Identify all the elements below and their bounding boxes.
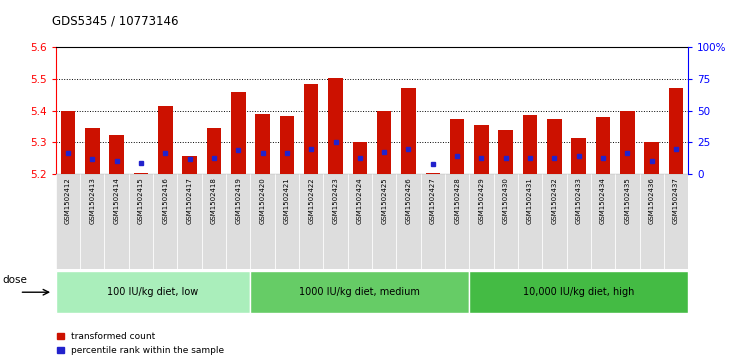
Bar <box>498 130 513 174</box>
Text: GSM1502413: GSM1502413 <box>89 177 95 224</box>
Bar <box>547 119 562 174</box>
FancyBboxPatch shape <box>397 174 420 269</box>
Text: GSM1502429: GSM1502429 <box>478 177 484 224</box>
Bar <box>304 84 318 174</box>
Text: GSM1502430: GSM1502430 <box>503 177 509 224</box>
Bar <box>255 114 270 174</box>
Text: GSM1502418: GSM1502418 <box>211 177 217 224</box>
Text: GSM1502417: GSM1502417 <box>187 177 193 224</box>
Text: GSM1502415: GSM1502415 <box>138 177 144 224</box>
Text: GSM1502426: GSM1502426 <box>405 177 411 224</box>
FancyBboxPatch shape <box>640 174 664 269</box>
FancyBboxPatch shape <box>591 174 615 269</box>
FancyBboxPatch shape <box>129 174 153 269</box>
Bar <box>85 128 100 174</box>
Bar <box>596 117 610 174</box>
Text: GSM1502433: GSM1502433 <box>576 177 582 224</box>
FancyBboxPatch shape <box>251 271 469 313</box>
FancyBboxPatch shape <box>372 174 397 269</box>
Bar <box>158 106 173 174</box>
FancyBboxPatch shape <box>251 174 275 269</box>
Text: dose: dose <box>3 276 28 285</box>
Bar <box>644 142 659 174</box>
FancyBboxPatch shape <box>664 174 688 269</box>
Text: GSM1502436: GSM1502436 <box>649 177 655 224</box>
Text: GSM1502435: GSM1502435 <box>624 177 630 224</box>
Text: 1000 IU/kg diet, medium: 1000 IU/kg diet, medium <box>299 287 420 297</box>
FancyBboxPatch shape <box>469 271 688 313</box>
Bar <box>134 173 148 174</box>
Bar <box>353 142 367 174</box>
Text: GSM1502425: GSM1502425 <box>381 177 387 224</box>
Text: GSM1502432: GSM1502432 <box>551 177 557 224</box>
FancyBboxPatch shape <box>80 174 104 269</box>
Text: GSM1502421: GSM1502421 <box>284 177 290 224</box>
Text: GSM1502412: GSM1502412 <box>65 177 71 224</box>
Bar <box>328 78 343 174</box>
FancyBboxPatch shape <box>104 174 129 269</box>
Text: GSM1502422: GSM1502422 <box>308 177 314 224</box>
FancyBboxPatch shape <box>518 174 542 269</box>
Bar <box>669 89 683 174</box>
Text: GSM1502420: GSM1502420 <box>260 177 266 224</box>
Bar <box>61 111 75 174</box>
FancyBboxPatch shape <box>567 174 591 269</box>
Bar <box>401 89 416 174</box>
Text: GSM1502414: GSM1502414 <box>114 177 120 224</box>
FancyBboxPatch shape <box>275 174 299 269</box>
Text: GSM1502437: GSM1502437 <box>673 177 679 224</box>
Bar <box>182 156 197 174</box>
FancyBboxPatch shape <box>226 174 251 269</box>
Bar <box>474 125 489 174</box>
FancyBboxPatch shape <box>299 174 324 269</box>
FancyBboxPatch shape <box>153 174 177 269</box>
Text: GDS5345 / 10773146: GDS5345 / 10773146 <box>52 15 179 28</box>
Text: GSM1502434: GSM1502434 <box>600 177 606 224</box>
Bar <box>450 119 464 174</box>
Bar <box>231 92 246 174</box>
FancyBboxPatch shape <box>347 174 372 269</box>
FancyBboxPatch shape <box>202 174 226 269</box>
FancyBboxPatch shape <box>445 174 469 269</box>
Text: GSM1502423: GSM1502423 <box>333 177 339 224</box>
Text: GSM1502424: GSM1502424 <box>357 177 363 224</box>
Bar <box>207 128 221 174</box>
FancyBboxPatch shape <box>56 174 80 269</box>
Text: GSM1502427: GSM1502427 <box>430 177 436 224</box>
FancyBboxPatch shape <box>469 174 493 269</box>
Text: GSM1502431: GSM1502431 <box>527 177 533 224</box>
FancyBboxPatch shape <box>324 174 347 269</box>
Text: GSM1502416: GSM1502416 <box>162 177 168 224</box>
Text: 10,000 IU/kg diet, high: 10,000 IU/kg diet, high <box>523 287 635 297</box>
Bar <box>280 116 294 174</box>
FancyBboxPatch shape <box>542 174 567 269</box>
Bar <box>426 173 440 174</box>
Bar <box>109 135 124 174</box>
Bar <box>620 111 635 174</box>
Bar <box>571 138 586 174</box>
Text: 100 IU/kg diet, low: 100 IU/kg diet, low <box>107 287 199 297</box>
FancyBboxPatch shape <box>615 174 640 269</box>
FancyBboxPatch shape <box>493 174 518 269</box>
FancyBboxPatch shape <box>177 174 202 269</box>
Text: GSM1502428: GSM1502428 <box>454 177 460 224</box>
FancyBboxPatch shape <box>420 174 445 269</box>
Text: GSM1502419: GSM1502419 <box>235 177 241 224</box>
Legend: transformed count, percentile rank within the sample: transformed count, percentile rank withi… <box>57 333 224 355</box>
Bar <box>523 115 537 174</box>
FancyBboxPatch shape <box>56 271 251 313</box>
Bar <box>377 111 391 174</box>
